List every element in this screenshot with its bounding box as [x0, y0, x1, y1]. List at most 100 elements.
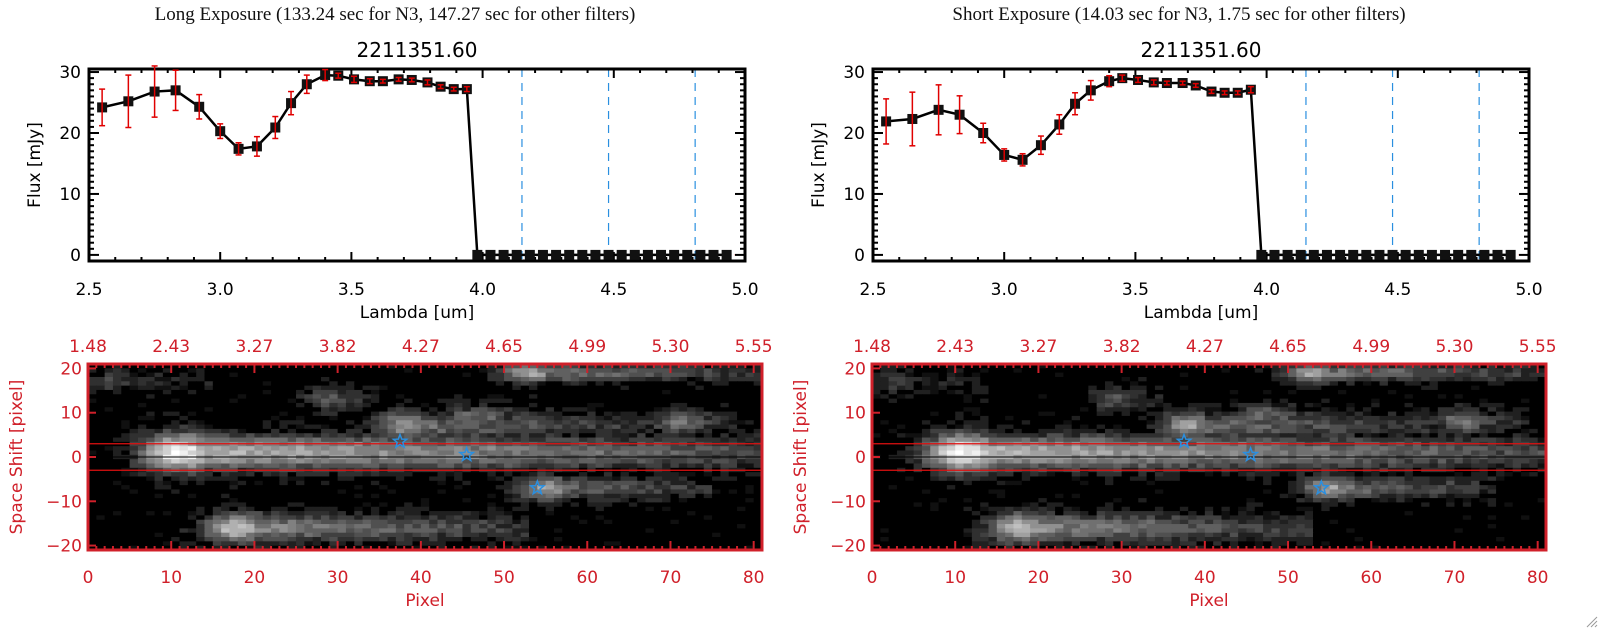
heatmap-cell: [753, 428, 763, 434]
heatmap-cell: [1421, 389, 1431, 395]
heatmap-cell: [229, 537, 239, 542]
heatmap-cell: [404, 489, 414, 495]
heatmap-cell: [603, 515, 613, 521]
heatmap-cell: [1429, 381, 1439, 387]
heatmap-cell: [479, 493, 489, 499]
heatmap-cell: [104, 532, 114, 538]
heatmap-cell: [678, 415, 688, 421]
heatmap-cell: [187, 437, 197, 443]
heatmap-cell: [1179, 402, 1189, 408]
heatmap-cell: [379, 415, 389, 421]
heatmap-cell: [462, 385, 472, 391]
heatmap-cell: [1146, 372, 1156, 378]
heatmap-cell: [162, 398, 172, 404]
heatmap-cell: [137, 532, 147, 538]
x-tick-label: 4.5: [1384, 280, 1411, 300]
heatmap-cell: [370, 381, 380, 387]
heatmap-cell: [728, 519, 738, 525]
heatmap-cell: [304, 420, 314, 426]
heatmap-cell: [162, 424, 172, 430]
heatmap-cell: [595, 489, 605, 495]
heatmap-cell: [603, 394, 613, 400]
heatmap-cell: [1421, 394, 1431, 400]
heatmap-cell: [379, 411, 389, 417]
heatmap-cell: [429, 376, 439, 382]
heatmap-cell: [187, 394, 197, 400]
heatmap-cell: [387, 411, 397, 417]
heatmap-cell: [362, 502, 372, 508]
heatmap-cell: [737, 515, 746, 521]
heatmap-cell: [420, 545, 430, 551]
heatmap-cell: [221, 472, 231, 478]
heatmap-cell: [487, 537, 497, 542]
heatmap-cell: [404, 532, 414, 538]
heatmap-cell: [88, 389, 97, 395]
heatmap-cell: [370, 537, 380, 542]
heatmap-cell: [279, 545, 289, 551]
heatmap-cell: [653, 502, 663, 508]
heatmap-cell: [379, 437, 389, 443]
heatmap-cell: [745, 498, 755, 504]
heatmap-cell: [329, 541, 339, 547]
heatmap-cell: [196, 385, 206, 391]
heatmap-cell: [179, 541, 189, 547]
heatmap-cell: [1238, 368, 1248, 374]
heatmap-cell: [628, 381, 638, 387]
heatmap-cell: [437, 476, 447, 482]
heatmap-cell: [420, 450, 430, 456]
heatmap-x-tick-label: 80: [743, 568, 765, 588]
heatmap-cell: [578, 485, 588, 491]
heatmap-cell: [162, 368, 172, 374]
heatmap-cell: [479, 541, 489, 547]
heatmap-cell: [595, 498, 605, 504]
heatmap-cell: [612, 459, 622, 465]
heatmap-cell: [262, 506, 272, 512]
heatmap-cell: [1437, 398, 1447, 404]
heatmap-cell: [645, 450, 655, 456]
heatmap-cell: [695, 411, 705, 417]
heatmap-cell: [520, 519, 530, 525]
heatmap-cell: [570, 524, 580, 529]
heatmap-cell: [1362, 376, 1372, 382]
heatmap-cell: [237, 381, 247, 387]
heatmap-cell: [687, 472, 697, 478]
heatmap-cell: [504, 515, 513, 521]
heatmap-cell: [296, 376, 305, 382]
heatmap-cell: [512, 515, 522, 521]
heatmap-cell: [955, 364, 965, 369]
heatmap-cell: [429, 407, 439, 413]
heatmap-cell: [687, 381, 697, 387]
heatmap-cell: [753, 420, 763, 426]
heatmap-cell: [329, 519, 339, 525]
heatmap-cell: [1188, 402, 1198, 408]
heatmap-cell: [562, 502, 572, 508]
heatmap-cell: [712, 524, 721, 529]
heatmap-cell: [1154, 364, 1164, 369]
heatmap-cell: [129, 372, 139, 378]
heatmap-cell: [520, 537, 530, 542]
heatmap-top-tick-label: 2.43: [152, 337, 190, 357]
heatmap-cell: [628, 545, 638, 551]
heatmap-cell: [462, 394, 472, 400]
heatmap-cell: [279, 489, 289, 495]
heatmap-cell: [279, 541, 289, 547]
heatmap-cell: [553, 463, 563, 469]
heatmap-cell: [745, 450, 755, 456]
heatmap-cell: [745, 541, 755, 547]
heatmap-cell: [712, 424, 721, 430]
heatmap-cell: [670, 463, 680, 469]
heatmap-cell: [653, 537, 663, 542]
heatmap-cell: [320, 433, 330, 439]
heatmap-cell: [570, 394, 580, 400]
heatmap-cell: [545, 376, 555, 382]
heatmap-cell: [1487, 364, 1497, 369]
heatmap-cell: [678, 364, 688, 369]
heatmap-cell: [1304, 394, 1314, 400]
heatmap-cell: [662, 463, 672, 469]
heatmap-cell: [287, 411, 297, 417]
heatmap-cell: [262, 489, 272, 495]
heatmap-cell: [495, 411, 505, 417]
heatmap-cell: [512, 541, 522, 547]
heatmap-cell: [279, 502, 289, 508]
heatmap-cell: [980, 389, 990, 395]
